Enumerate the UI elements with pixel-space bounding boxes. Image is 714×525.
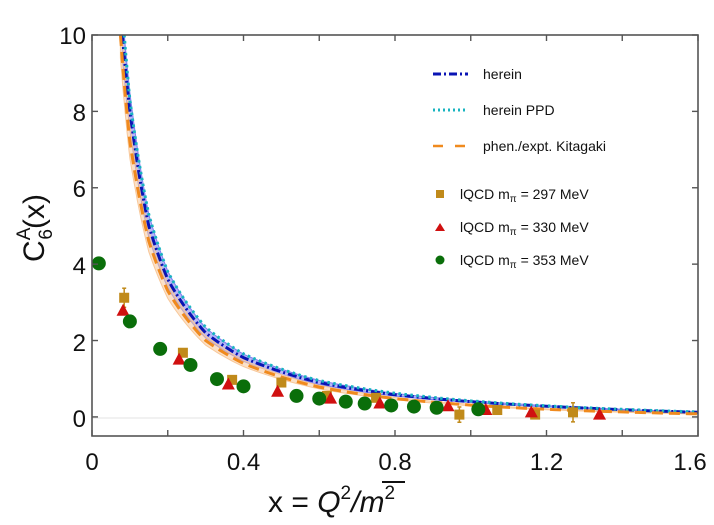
y-tick-label: 6: [73, 176, 86, 203]
y-axis-label: CA6(x): [14, 194, 57, 262]
data-point-circle: [236, 379, 251, 394]
data-point-circle: [153, 341, 168, 356]
y-label-c: C: [18, 240, 51, 262]
y-label-tail: (x): [18, 194, 51, 229]
data-point-circle: [338, 394, 353, 409]
data-point-circle: [289, 388, 304, 403]
data-point-circle: [357, 396, 372, 411]
svg-text:lQCD mπ = 330 MeV: lQCD mπ = 330 MeV: [460, 219, 589, 238]
data-point-circle: [92, 256, 106, 271]
data-point-triangle: [324, 391, 338, 404]
legend-item-herein-ppd: herein PPD: [433, 102, 555, 118]
legend-item-kitagaki: phen./expt. Kitagaki: [433, 138, 606, 154]
data-point-circle: [122, 314, 137, 329]
x-tick-label: 0.8: [378, 449, 411, 476]
svg-text:CA6(x): CA6(x): [14, 194, 57, 262]
x-tick-label: 1.2: [530, 449, 563, 476]
x-label-q: Q: [317, 486, 340, 519]
data-point-triangle: [593, 407, 607, 420]
svg-text:herein: herein: [483, 66, 522, 82]
data-point-square: [371, 392, 382, 403]
data-point-square: [321, 390, 332, 401]
data-point-circle: [406, 399, 421, 414]
data-point-triangle: [116, 303, 130, 316]
y-tick-label: 4: [73, 253, 86, 280]
data-point-square: [454, 409, 465, 420]
data-point-square: [177, 347, 188, 358]
data-point-square: [119, 292, 130, 303]
data-point-triangle: [373, 396, 387, 409]
model-curves: [118, 35, 698, 416]
x-tick-label: 1.6: [673, 449, 706, 476]
y-tick-labels: 0 2 4 6 8 10: [59, 23, 86, 433]
y-tick-label: 10: [59, 23, 86, 50]
curve-herein-ppd: [122, 35, 698, 414]
uncertainty-bands: [119, 35, 698, 415]
data-point-triangle: [172, 352, 186, 365]
legend-item-lqcd-330: lQCD mπ = 330 MeV: [435, 219, 589, 238]
legend-item-lqcd-353: lQCD mπ = 353 MeV: [435, 252, 589, 271]
axis-ticks: [91, 34, 699, 436]
plot-area: [92, 35, 698, 424]
curve-herein: [120, 35, 698, 414]
x-tick-labels: 0 0.4 0.8 1.2 1.6: [85, 449, 706, 476]
data-point-circle: [312, 391, 327, 406]
svg-text:herein PPD: herein PPD: [483, 102, 555, 118]
legend-item-herein: herein: [433, 66, 522, 82]
x-label-main: x =: [268, 486, 317, 519]
y-label-sup: A: [14, 227, 35, 240]
lqcd-data-points: [92, 256, 607, 424]
curve-phen-expt-kitagaki: [118, 35, 698, 416]
data-point-square: [227, 374, 238, 385]
x-label-exp2: 2: [384, 483, 395, 504]
svg-text:lQCD mπ = 297 MeV: lQCD mπ = 297 MeV: [460, 186, 589, 205]
x-axis-label: x = Q2/m2: [268, 481, 405, 519]
x-label-exp: 2: [341, 483, 352, 504]
data-point-circle: [209, 372, 224, 387]
y-label-sub: 6: [36, 229, 57, 240]
svg-text:phen./expt. Kitagaki: phen./expt. Kitagaki: [483, 138, 606, 154]
data-point-square: [568, 407, 579, 418]
y-tick-label: 0: [73, 406, 86, 433]
data-point-circle: [471, 402, 486, 417]
y-tick-label: 2: [73, 330, 86, 357]
x-tick-label: 0: [85, 449, 98, 476]
data-point-circle: [429, 400, 444, 415]
data-point-square: [276, 377, 287, 388]
legend: herein herein PPD phen./expt. Kitagaki l…: [433, 66, 606, 271]
x-label-slash: /: [349, 486, 362, 519]
plot-frame: [91, 34, 699, 437]
data-point-triangle: [524, 405, 538, 418]
data-point-triangle: [271, 384, 285, 397]
data-point-triangle: [221, 377, 235, 390]
data-point-square: [492, 405, 503, 416]
x-tick-label: 0.4: [227, 449, 260, 476]
data-point-circle: [384, 398, 399, 413]
svg-text:lQCD mπ = 353 MeV: lQCD mπ = 353 MeV: [460, 252, 589, 271]
y-tick-label: 8: [73, 100, 86, 127]
data-point-circle: [183, 357, 198, 372]
legend-item-lqcd-297: lQCD mπ = 297 MeV: [436, 186, 589, 205]
svg-text:x = Q2/m2: x = Q2/m2: [268, 483, 395, 519]
data-point-triangle: [441, 399, 455, 412]
x-label-m: m: [359, 486, 384, 519]
